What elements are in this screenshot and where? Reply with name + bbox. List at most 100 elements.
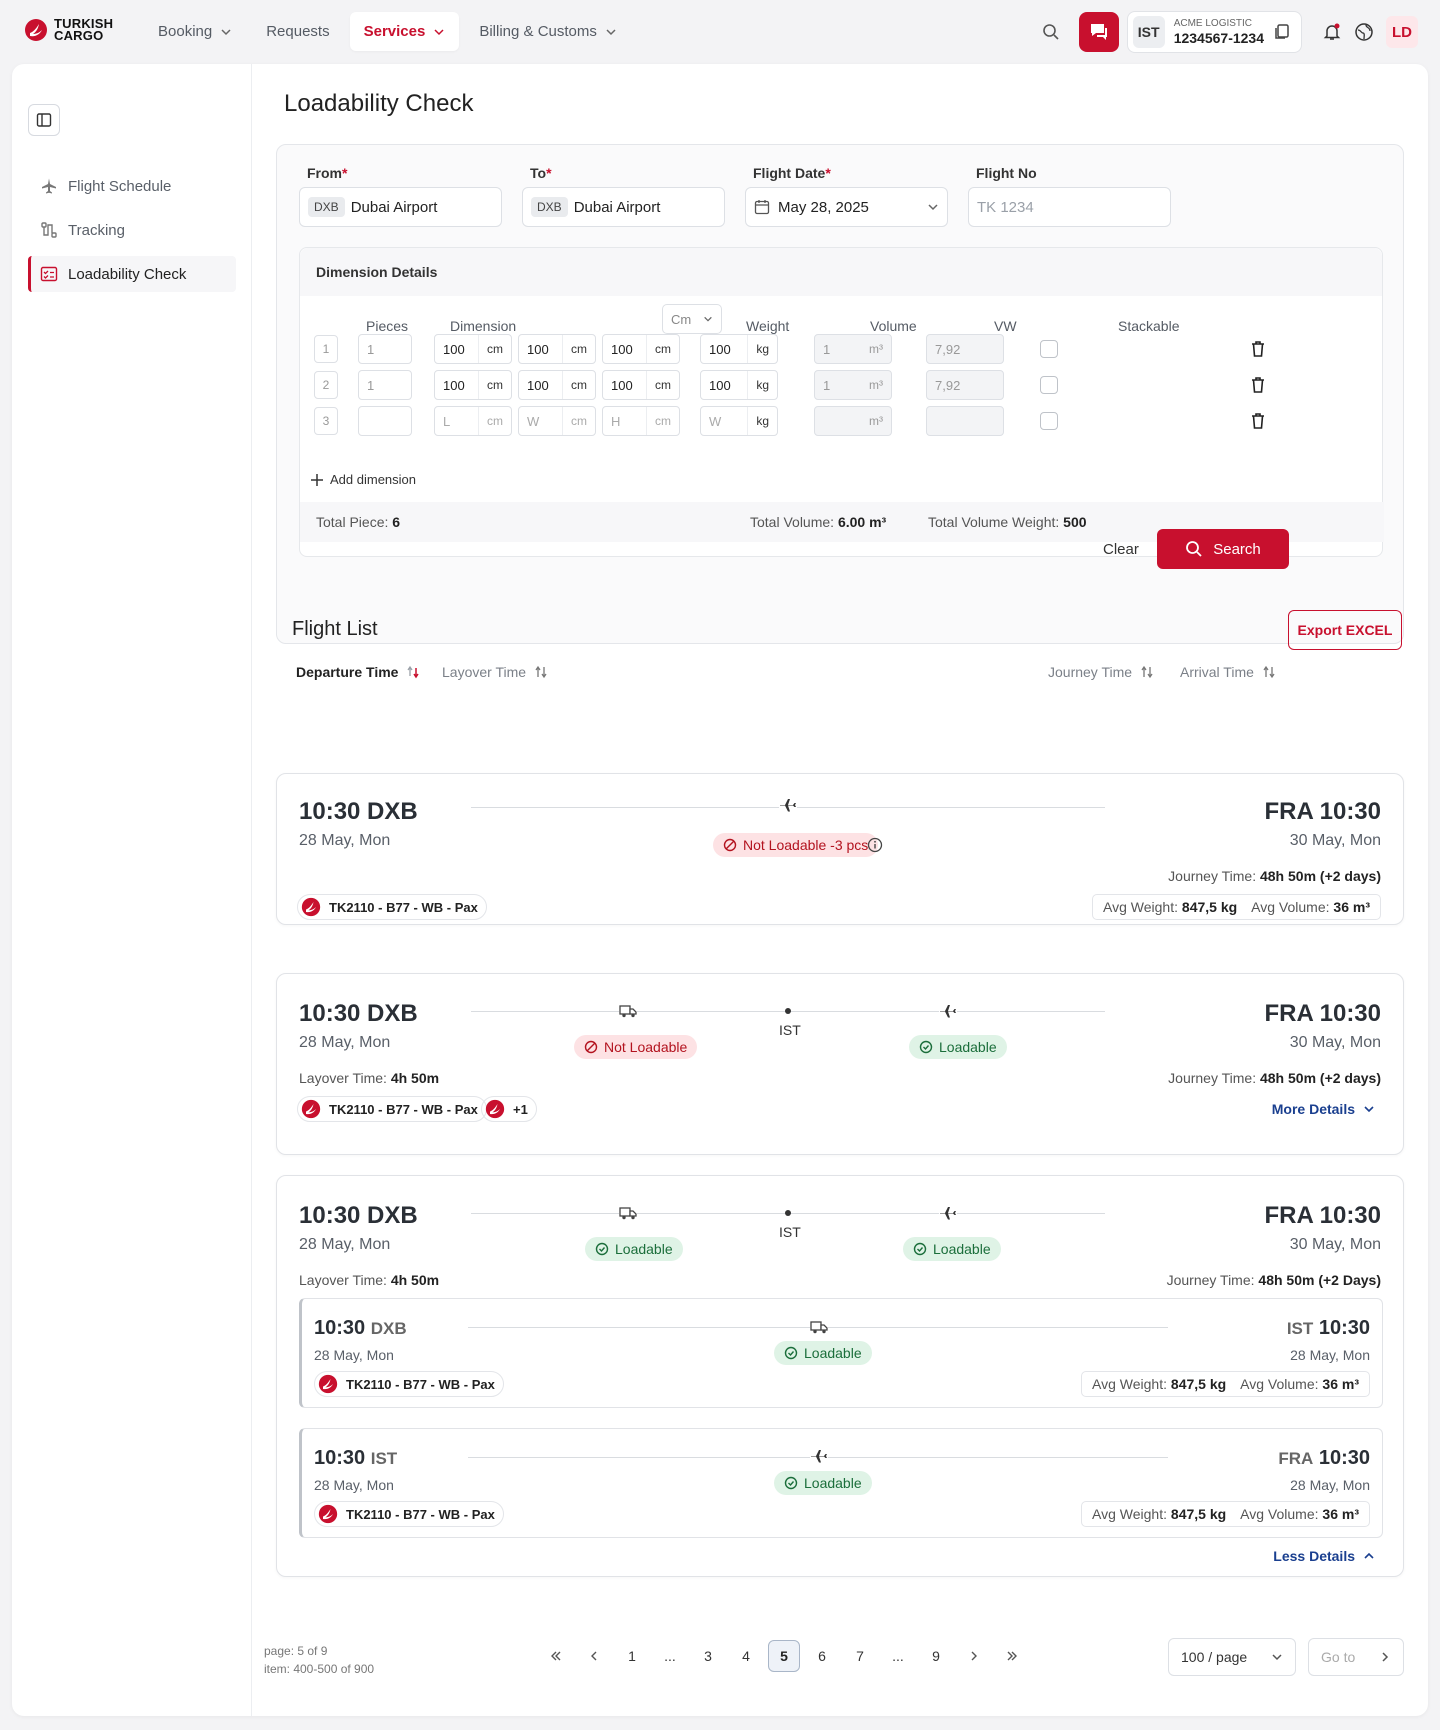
info-icon[interactable] xyxy=(867,837,883,853)
layover-dot xyxy=(785,1008,791,1014)
chat-button[interactable] xyxy=(1078,12,1119,52)
nav-billing-customs[interactable]: Billing & Customs xyxy=(465,12,631,51)
trash-icon[interactable] xyxy=(1250,412,1266,430)
export-excel-button[interactable]: Export EXCEL xyxy=(1288,610,1402,650)
sidebar-toggle-button[interactable] xyxy=(28,104,60,136)
stackable-checkbox[interactable] xyxy=(1040,340,1058,358)
pieces-input[interactable] xyxy=(358,406,412,436)
flight-chip[interactable]: TK2110 - B77 - WB - Pax xyxy=(314,1371,504,1397)
dimension-w-input[interactable]: 100 cm xyxy=(518,334,596,364)
page-button[interactable]: 6 xyxy=(818,1648,826,1664)
from-field[interactable]: DXB Dubai Airport xyxy=(299,187,502,227)
sort-departure-time[interactable]: Departure Time xyxy=(296,664,420,680)
dimension-l-input[interactable]: 100 cm xyxy=(434,334,512,364)
chat-icon xyxy=(1090,24,1107,40)
unit-m3: m³ xyxy=(869,414,883,428)
stackable-checkbox[interactable] xyxy=(1040,412,1058,430)
leg-arrival-date: 28 May, Mon xyxy=(1290,1477,1370,1493)
trash-icon[interactable] xyxy=(1250,376,1266,394)
sidebar-item-loadability-check[interactable]: Loadability Check xyxy=(28,256,236,292)
account-name: ACME LOGISTIC xyxy=(1173,17,1253,29)
flight-card[interactable]: 10:30 DXB 28 May, Mon Not Loadable -3 pc… xyxy=(276,773,1404,925)
avg-stats: Avg Weight: 847,5 kg Avg Volume: 36 m³ xyxy=(1081,1501,1370,1527)
clear-button[interactable]: Clear xyxy=(1103,541,1139,558)
nav-booking[interactable]: Booking xyxy=(144,12,246,51)
flight-card-expanded[interactable]: 10:30 DXB 28 May, Mon IST Loadable Loada… xyxy=(276,1175,1404,1577)
chevron-down-icon xyxy=(704,316,712,322)
page-button[interactable]: 3 xyxy=(704,1648,712,1664)
flight-no-input[interactable]: TK 1234 xyxy=(968,187,1171,227)
arrival-date: 30 May, Mon xyxy=(1289,832,1381,849)
arrival-time: FRA 10:30 xyxy=(1264,1202,1381,1229)
stackable-checkbox[interactable] xyxy=(1040,376,1058,394)
page-button[interactable]: 7 xyxy=(856,1648,864,1664)
unit-cm: cm xyxy=(646,371,679,399)
first-page-button[interactable] xyxy=(540,1640,572,1672)
page-button[interactable]: 5 xyxy=(768,1640,800,1672)
page-button[interactable]: 4 xyxy=(742,1648,750,1664)
plus-icon xyxy=(311,473,323,486)
goto-page-input[interactable]: Go to xyxy=(1308,1638,1404,1676)
total-volume-weight: Total Volume Weight: 500 xyxy=(928,514,1087,530)
account-switcher[interactable]: IST ACME LOGISTIC 1234567-1234 xyxy=(1126,11,1302,53)
globe-icon[interactable] xyxy=(1348,16,1380,48)
page-button[interactable]: 1 xyxy=(628,1648,636,1664)
page-button[interactable]: 9 xyxy=(932,1648,940,1664)
unit-m3: m³ xyxy=(869,378,883,392)
weight-input[interactable]: 100 kg xyxy=(700,334,778,364)
sidebar-item-tracking[interactable]: Tracking xyxy=(28,212,236,248)
calendar-icon xyxy=(754,200,770,215)
weight-value: W xyxy=(709,413,722,429)
logo[interactable]: TURKISH CARGO xyxy=(24,17,113,42)
sort-arrival-time[interactable]: Arrival Time xyxy=(1180,664,1276,680)
extra-flights-chip[interactable]: +1 xyxy=(481,1096,537,1122)
to-value: Dubai Airport xyxy=(573,198,661,216)
truck-icon xyxy=(619,1003,637,1019)
prev-page-button[interactable] xyxy=(578,1640,610,1672)
chevron-down-icon xyxy=(1364,1106,1374,1113)
dimension-l-input[interactable]: 100 cm xyxy=(434,370,512,400)
nav-requests[interactable]: Requests xyxy=(252,12,343,51)
search-icon[interactable] xyxy=(1035,16,1067,48)
last-page-button[interactable] xyxy=(996,1640,1028,1672)
unit-cm: cm xyxy=(478,371,511,399)
pieces-input[interactable]: 1 xyxy=(358,334,412,364)
flight-date-picker[interactable]: May 28, 2025 xyxy=(745,187,948,227)
dimension-h-input[interactable]: 100 cm xyxy=(602,370,680,400)
flight-chip[interactable]: TK2110 - B77 - WB - Pax xyxy=(297,894,487,920)
nav-services[interactable]: Services xyxy=(349,12,460,51)
pieces-input[interactable]: 1 xyxy=(358,370,412,400)
search-button[interactable]: Search xyxy=(1157,529,1289,569)
per-page-select[interactable]: 100 / page xyxy=(1168,1638,1296,1676)
plane-icon xyxy=(42,178,56,194)
dimension-details-title: Dimension Details xyxy=(300,248,1382,296)
arrival-time: FRA 10:30 xyxy=(1264,1000,1381,1027)
next-page-button[interactable] xyxy=(958,1640,990,1672)
weight-input[interactable]: 100 kg xyxy=(700,370,778,400)
top-right-tools: IST ACME LOGISTIC 1234567-1234 LD xyxy=(1035,11,1418,53)
copy-icon[interactable] xyxy=(1273,23,1291,41)
flight-card[interactable]: 10:30 DXB 28 May, Mon IST Not Loadable L… xyxy=(276,973,1404,1155)
sort-journey-time[interactable]: Journey Time xyxy=(1048,664,1154,680)
dimension-w-input[interactable]: 100 cm xyxy=(518,370,596,400)
bell-icon[interactable] xyxy=(1316,16,1348,48)
unit-select[interactable]: Cm xyxy=(662,304,722,334)
add-dimension-button[interactable]: Add dimension xyxy=(310,472,416,487)
dimension-h-input[interactable]: 100 cm xyxy=(602,334,680,364)
flight-chip[interactable]: TK2110 - B77 - WB - Pax xyxy=(314,1501,504,1527)
sidebar-item-flight-schedule[interactable]: Flight Schedule xyxy=(28,168,236,204)
sort-layover-time[interactable]: Layover Time xyxy=(442,664,548,680)
chevron-down-icon xyxy=(434,28,444,35)
volume-field: m³ xyxy=(814,406,892,436)
more-details-button[interactable]: More Details xyxy=(1272,1101,1375,1117)
flight-chip[interactable]: TK2110 - B77 - WB - Pax xyxy=(297,1096,487,1122)
less-details-button[interactable]: Less Details xyxy=(1273,1548,1375,1564)
vw-field: 7,92 xyxy=(926,370,1004,400)
trash-icon[interactable] xyxy=(1250,340,1266,358)
user-avatar[interactable]: LD xyxy=(1386,16,1418,48)
to-field[interactable]: DXB Dubai Airport xyxy=(522,187,725,227)
